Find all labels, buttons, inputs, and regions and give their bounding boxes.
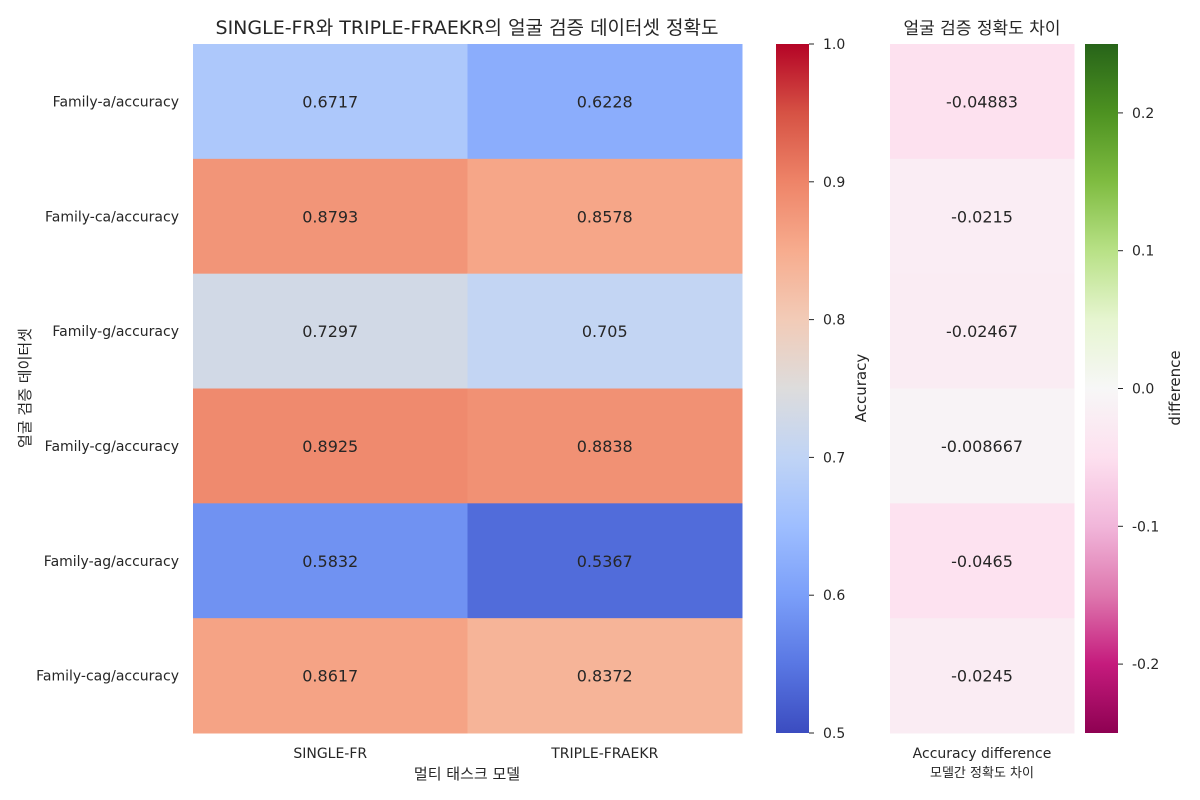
heatmap1-x-tick-labels: SINGLE-FR TRIPLE-FRAEKR [293, 746, 658, 762]
heatmap-cell [890, 273, 1075, 389]
y-tick-label: Family-cag/accuracy [36, 669, 179, 685]
cell-value-label: 0.8372 [577, 667, 633, 686]
heatmap-cell [193, 273, 468, 389]
heatmap-cell [467, 44, 743, 160]
cell-value-label: -0.008667 [941, 437, 1023, 456]
cell-value-label: 0.6717 [302, 92, 358, 111]
heatmap-cell [890, 388, 1075, 504]
heatmap2-x-tick-labels: Accuracy difference [913, 746, 1052, 762]
cell-value-label: 0.8793 [302, 207, 358, 226]
y-tick-label: Family-g/accuracy [52, 324, 179, 340]
heatmap1-y-axis-label: 얼굴 검증 데이터셋 [16, 328, 34, 448]
colorbar-tick-label: 0.7 [823, 450, 845, 466]
heatmap-cell [890, 503, 1075, 619]
x-tick-label: TRIPLE-FRAEKR [550, 746, 658, 762]
heatmap1-x-axis-label: 멀티 태스크 모델 [414, 765, 520, 783]
heatmap-cell [467, 273, 743, 389]
cell-value-label: -0.0215 [951, 207, 1013, 226]
cell-value-label: 0.7297 [302, 322, 358, 341]
y-tick-label: Family-ag/accuracy [44, 554, 179, 570]
colorbar-tick-label: 0.8 [823, 313, 845, 329]
cell-value-label: 0.8578 [577, 207, 633, 226]
x-tick-label: Accuracy difference [913, 746, 1052, 762]
y-tick-label: Family-ca/accuracy [45, 209, 179, 225]
heatmap-cell [193, 388, 468, 504]
difference-colorbar-ticks: -0.2 -0.1 0.0 0.1 0.2 [1118, 106, 1159, 673]
heatmap-cell [467, 503, 743, 619]
cell-value-label: -0.0245 [951, 667, 1013, 686]
colorbar-tick-label: 1.0 [823, 37, 845, 53]
heatmap-cell [193, 618, 468, 734]
heatmap-cell [890, 158, 1075, 275]
colorbar-tick-label: 0.2 [1132, 106, 1154, 122]
cell-value-label: 0.8925 [302, 437, 358, 456]
heatmap-cell [193, 503, 468, 619]
heatmap1-title: SINGLE-FR와 TRIPLE-FRAEKR의 얼굴 검증 데이터셋 정확도 [216, 17, 719, 39]
heatmap-cell [890, 618, 1075, 734]
heatmap-cell [467, 388, 743, 504]
heatmap2-cells: -0.04883 -0.0215 -0.02467 -0.008667 -0.0465 -… [890, 44, 1075, 734]
colorbar-tick-label: 0.9 [823, 175, 845, 191]
colorbar-tick-label: 0.1 [1132, 244, 1154, 260]
difference-colorbar-label: difference [1166, 350, 1184, 425]
colorbar-tick-label: -0.2 [1132, 657, 1159, 673]
heatmap-cell [193, 44, 468, 160]
difference-colorbar [1085, 44, 1118, 733]
cell-value-label: 0.5367 [577, 552, 633, 571]
y-tick-label: Family-a/accuracy [53, 94, 179, 110]
heatmap-cell [193, 158, 468, 275]
heatmap1-cells: 0.6717 0.6228 0.8793 0.8578 0.7297 0.705 0.892… [193, 44, 743, 734]
cell-value-label: 0.5832 [302, 552, 358, 571]
x-tick-label: SINGLE-FR [293, 746, 367, 762]
heatmap-cell [467, 618, 743, 734]
colorbar-tick-label: 0.6 [823, 588, 845, 604]
heatmap2-title: 얼굴 검증 정확도 차이 [904, 19, 1061, 39]
cell-value-label: -0.0465 [951, 552, 1013, 571]
heatmap-cell [890, 44, 1075, 160]
heatmap1-y-tick-labels: Family-a/accuracy Family-ca/accuracy Famil… [36, 94, 179, 684]
colorbar-tick-label: -0.1 [1132, 519, 1159, 535]
cell-value-label: 0.705 [582, 322, 628, 341]
cell-value-label: 0.6228 [577, 92, 633, 111]
colorbar-tick-label: 0.5 [823, 726, 845, 742]
cell-value-label: -0.02467 [946, 322, 1018, 341]
cell-value-label: 0.8617 [302, 667, 358, 686]
accuracy-colorbar-ticks: 0.5 0.6 0.7 0.8 0.9 1.0 [809, 37, 845, 742]
accuracy-colorbar-label: Accuracy [852, 354, 870, 423]
heatmap-cell [467, 158, 743, 275]
accuracy-colorbar [776, 44, 809, 733]
colorbar-tick-label: 0.0 [1132, 382, 1154, 398]
heatmap2-x-axis-label: 모델간 정확도 차이 [930, 766, 1034, 781]
cell-value-label: -0.04883 [946, 92, 1018, 111]
y-tick-label: Family-cg/accuracy [45, 439, 179, 455]
cell-value-label: 0.8838 [577, 437, 633, 456]
